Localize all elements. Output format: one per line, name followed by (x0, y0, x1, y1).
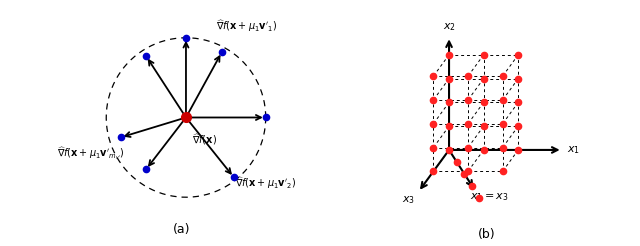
Text: $x_3$: $x_3$ (402, 194, 415, 206)
Text: $\widehat{\nabla}f(\mathbf{x}+\mu_1\mathbf{v}'_2)$: $\widehat{\nabla}f(\mathbf{x}+\mu_1\math… (236, 175, 296, 191)
Text: $\widehat{\nabla}f(\mathbf{x}+\mu_1\mathbf{v}'_1)$: $\widehat{\nabla}f(\mathbf{x}+\mu_1\math… (216, 18, 278, 34)
Text: $\widehat{\nabla}f(\mathbf{x})$: $\widehat{\nabla}f(\mathbf{x})$ (193, 132, 218, 147)
Text: (a): (a) (173, 223, 191, 236)
Text: $\widehat{\nabla}f(\mathbf{x}+\mu_1\mathbf{v}'_{m_{v'}})$: $\widehat{\nabla}f(\mathbf{x}+\mu_1\math… (57, 145, 125, 162)
Text: $x_1$: $x_1$ (567, 144, 580, 156)
Text: (b): (b) (478, 228, 496, 241)
Text: $x_1=x_3$: $x_1=x_3$ (470, 191, 508, 203)
Text: $x_2$: $x_2$ (442, 21, 456, 32)
